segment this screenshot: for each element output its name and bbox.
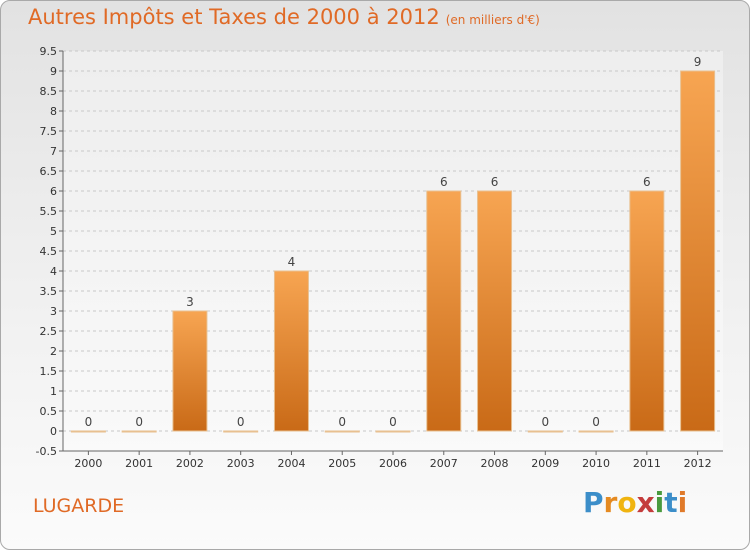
x-tick-label: 2005	[328, 457, 356, 470]
y-tick-label: 5	[50, 225, 57, 238]
x-tick-label: 2012	[684, 457, 712, 470]
bar-value-label: 6	[440, 175, 448, 189]
x-tick-label: 2006	[379, 457, 407, 470]
bar	[375, 430, 411, 433]
logo-letter: x	[636, 486, 655, 519]
title-unit: (en milliers d'€)	[445, 13, 540, 27]
y-tick-label: 5.5	[40, 205, 58, 218]
logo-letter: r	[603, 486, 618, 519]
y-tick-label: 8.5	[40, 85, 58, 98]
logo-letter: t	[664, 486, 678, 519]
y-tick-label: 6.5	[40, 165, 58, 178]
x-tick-label: 2001	[125, 457, 153, 470]
bar	[273, 270, 309, 432]
title-text: Autres Impôts et Taxes de 2000 à 2012	[28, 5, 440, 29]
proxiti-logo[interactable]: Proxiti	[583, 486, 687, 519]
y-tick-label: 2.5	[40, 325, 58, 338]
bar	[426, 190, 462, 432]
x-tick-label: 2011	[633, 457, 661, 470]
y-tick-label: 8	[50, 105, 57, 118]
y-tick-label: 3.5	[40, 285, 58, 298]
y-tick-label: 6	[50, 185, 57, 198]
logo-letter: i	[677, 486, 688, 519]
bar-value-label: 0	[389, 415, 397, 429]
bar-value-label: 0	[237, 415, 245, 429]
bar	[629, 190, 665, 432]
logo-letter: o	[617, 486, 637, 519]
y-tick-label: 9	[50, 65, 57, 78]
bar-value-label: 4	[288, 255, 296, 269]
bar	[223, 430, 259, 433]
bar-value-label: 9	[694, 55, 702, 69]
x-tick-label: 2003	[227, 457, 255, 470]
x-tick-label: 2007	[430, 457, 458, 470]
x-tick-label: 2002	[176, 457, 204, 470]
y-tick-label: 7	[50, 145, 57, 158]
x-tick-label: 2004	[277, 457, 305, 470]
y-tick-label: 0.5	[40, 405, 58, 418]
y-tick-label: -0.5	[36, 445, 57, 458]
y-tick-label: 4.5	[40, 245, 58, 258]
bar-value-label: 3	[186, 295, 194, 309]
x-tick-label: 2010	[582, 457, 610, 470]
bar-value-label: 0	[338, 415, 346, 429]
y-tick-label: 7.5	[40, 125, 58, 138]
x-tick-label: 2009	[531, 457, 559, 470]
bar-value-label: 6	[643, 175, 651, 189]
logo-letter: i	[654, 486, 665, 519]
bar	[578, 430, 614, 433]
y-tick-label: 4	[50, 265, 57, 278]
y-tick-label: 0	[50, 425, 57, 438]
bar	[527, 430, 563, 433]
bar-value-label: 0	[541, 415, 549, 429]
bar	[121, 430, 157, 433]
bar-value-label: 6	[491, 175, 499, 189]
bar	[324, 430, 360, 433]
bar-value-label: 0	[135, 415, 143, 429]
y-tick-label: 2	[50, 345, 57, 358]
y-tick-label: 3	[50, 305, 57, 318]
chart-title: Autres Impôts et Taxes de 2000 à 2012 (en…	[28, 5, 540, 29]
bar-value-label: 0	[592, 415, 600, 429]
bar	[477, 190, 513, 432]
commune-name: LUGARDE	[33, 495, 125, 517]
y-tick-label: 1	[50, 385, 57, 398]
y-tick-label: 9.5	[40, 45, 58, 58]
x-tick-label: 2000	[74, 457, 102, 470]
logo-letter: P	[583, 486, 604, 519]
bar	[680, 70, 716, 432]
bar	[70, 430, 106, 433]
y-tick-label: 1.5	[40, 365, 58, 378]
bar-value-label: 0	[85, 415, 93, 429]
bar	[172, 310, 208, 432]
x-tick-label: 2008	[481, 457, 509, 470]
